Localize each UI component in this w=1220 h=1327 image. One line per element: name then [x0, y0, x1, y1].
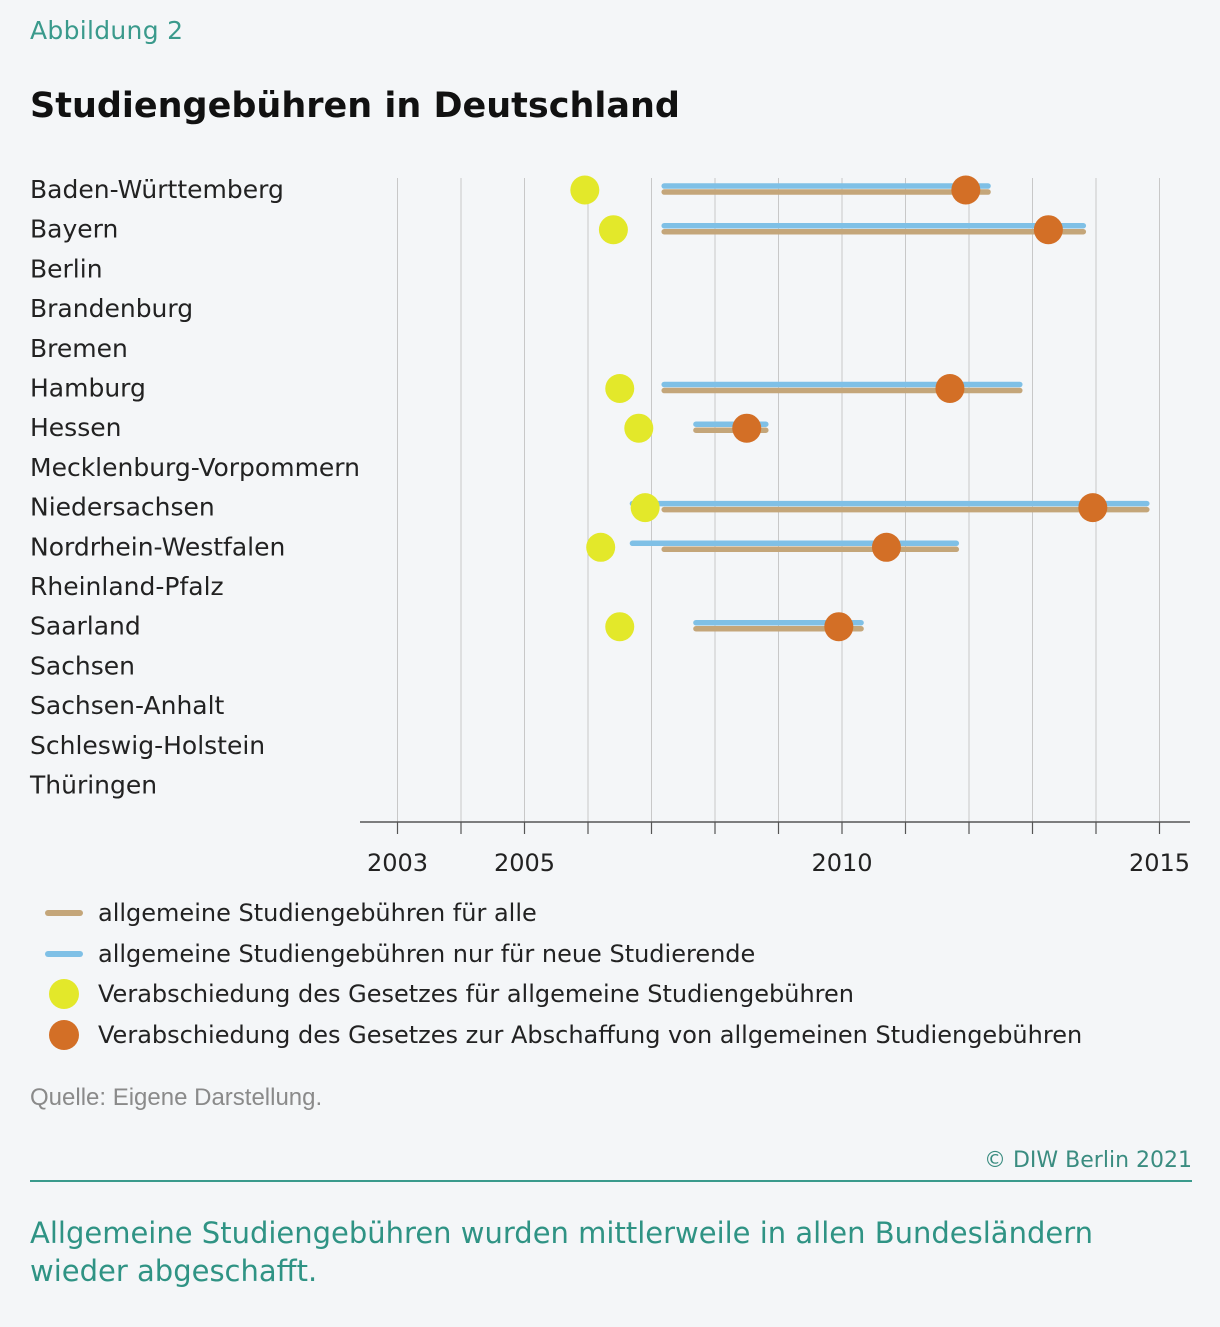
range-dot-chart: 2003 2005 2010 2015 Baden-Württemberg Bayern B…	[29, 175, 1190, 877]
legend-swatch-intro	[49, 979, 79, 1010]
dot-intro-9	[586, 532, 616, 562]
category-label: Sachsen-Anhalt	[30, 691, 225, 720]
category-label: Sachsen	[30, 651, 135, 680]
figure-label: Abbildung 2	[30, 16, 184, 45]
legend-label-all: allgemeine Studiengebühren für alle	[98, 899, 537, 928]
legend-label-abolish: Verabschiedung des Gesetzes zur Abschaff…	[98, 1020, 1083, 1049]
legend: allgemeine Studiengebühren für alle allg…	[44, 893, 1082, 1055]
dot-intro-5	[605, 374, 635, 403]
x-tick-label-2015: 2015	[1129, 849, 1190, 877]
legend-item-all: allgemeine Studiengebühren für alle	[44, 893, 1082, 934]
legend-item-new: allgemeine Studiengebühren nur für neue …	[44, 934, 1082, 975]
category-label: Saarland	[30, 612, 141, 641]
dot-intro-6	[624, 413, 654, 443]
dot-intro-1	[598, 215, 628, 245]
dot-abolish-11	[824, 612, 854, 642]
category-label: Baden-Württemberg	[30, 175, 284, 204]
divider	[30, 1180, 1192, 1182]
dot-abolish-6	[732, 413, 762, 443]
dot-abolish-0	[951, 175, 981, 205]
legend-item-abolish: Verabschiedung des Gesetzes zur Abschaff…	[44, 1015, 1082, 1056]
category-label: Rheinland-Pfalz	[30, 572, 224, 601]
dot-abolish-1	[1033, 215, 1063, 245]
dot-intro-11	[605, 612, 635, 642]
source-note: Quelle: Eigene Darstellung.	[30, 1084, 323, 1111]
dot-abolish-5	[935, 374, 965, 403]
legend-swatch-all	[45, 910, 83, 917]
category-label: Hessen	[30, 413, 121, 442]
dot-abolish-9	[871, 532, 901, 562]
category-label: Schleswig-Holstein	[30, 731, 265, 760]
category-label: Bayern	[30, 215, 118, 244]
copyright: © DIW Berlin 2021	[984, 1148, 1192, 1173]
category-label: Niedersachsen	[30, 493, 215, 522]
legend-item-intro: Verabschiedung des Gesetzes für allgemei…	[44, 974, 1082, 1015]
legend-swatch-abolish	[49, 1019, 79, 1050]
category-label: Brandenburg	[30, 294, 193, 323]
category-label: Nordrhein-Westfalen	[30, 532, 285, 561]
category-label: Bremen	[30, 334, 128, 363]
legend-label-new: allgemeine Studiengebühren nur für neue …	[98, 939, 756, 968]
x-tick-label-2005: 2005	[494, 849, 555, 877]
dot-intro-8	[630, 493, 660, 523]
caption: Allgemeine Studiengebühren wurden mittle…	[30, 1216, 1093, 1288]
dot-abolish-8	[1078, 493, 1108, 523]
category-label: Hamburg	[30, 374, 146, 403]
category-label: Berlin	[30, 254, 103, 283]
category-label: Mecklenburg-Vorpommern	[30, 453, 360, 482]
legend-swatch-new	[45, 950, 83, 957]
x-tick-label-2010: 2010	[811, 849, 872, 877]
legend-label-intro: Verabschiedung des Gesetzes für allgemei…	[98, 980, 854, 1009]
dot-intro-0	[570, 175, 600, 205]
x-tick-label-2003: 2003	[367, 849, 428, 877]
category-label: Thüringen	[29, 771, 157, 800]
chart-title: Studiengebühren in Deutschland	[30, 86, 680, 126]
